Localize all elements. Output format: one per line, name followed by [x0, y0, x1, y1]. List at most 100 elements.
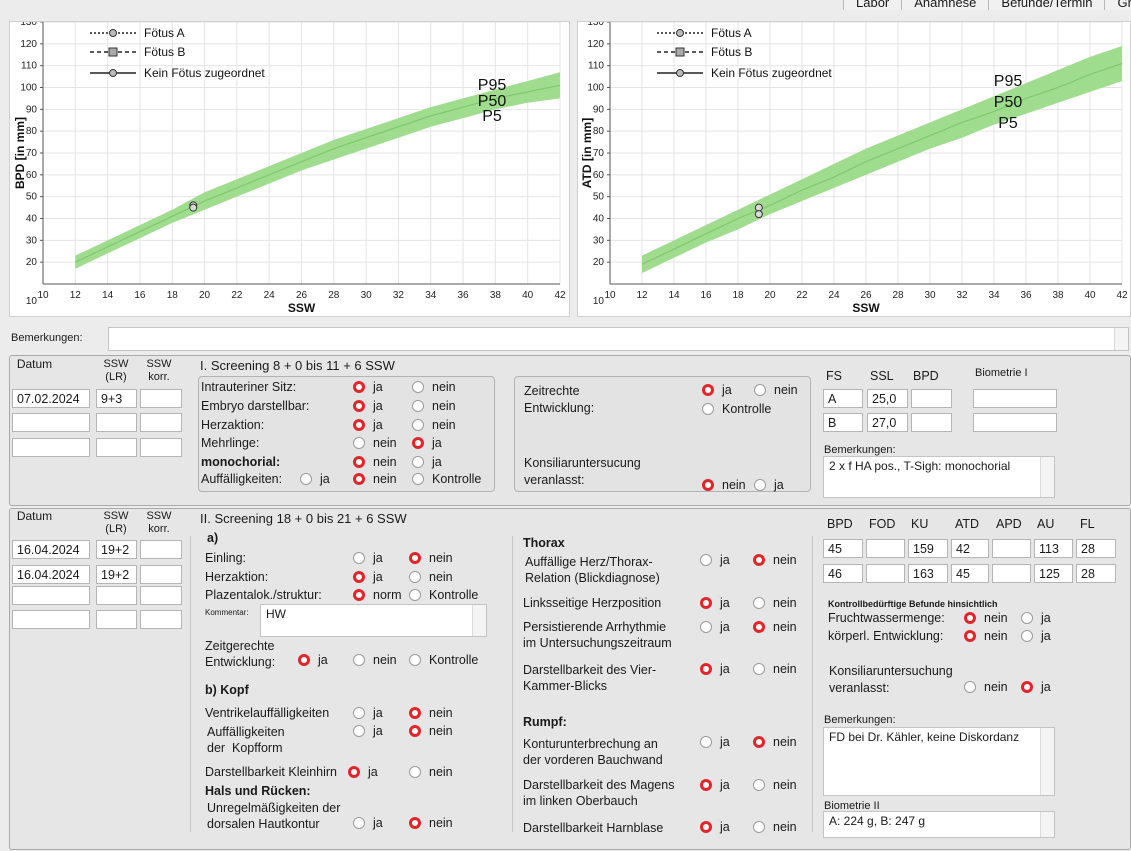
s2-bem-field[interactable]: FD bei Dr. Kähler, keine Diskordanz [823, 727, 1055, 796]
s2-ssw-input[interactable]: 19+2 [96, 565, 137, 584]
s2-magen-nein-radio[interactable] [753, 779, 765, 791]
s2-bio-input[interactable]: 28 [1076, 539, 1116, 558]
s2-vier-ja-radio[interactable] [700, 663, 712, 675]
s2-koerper-nein-radio[interactable] [964, 630, 976, 642]
s2-bio-input[interactable]: 163 [908, 564, 948, 583]
s2-bio-input[interactable]: 45 [951, 564, 989, 583]
s1-datum-input[interactable]: 07.02.2024 [12, 389, 90, 408]
s1-bio-input[interactable] [911, 413, 952, 432]
s2-bio-input[interactable] [866, 539, 905, 558]
s2-bio-input[interactable]: 113 [1034, 539, 1073, 558]
s1-embryo-ja-radio[interactable] [353, 400, 365, 412]
s2-ssw-input[interactable]: 19+2 [96, 540, 137, 559]
s1-sitz-ja-radio[interactable] [353, 381, 365, 393]
tab-labor[interactable]: Labor [843, 0, 902, 10]
s2-kontur-nein-radio[interactable] [753, 736, 765, 748]
s2-vier-nein-radio[interactable] [753, 663, 765, 675]
s1-konsil-nein-radio[interactable] [702, 479, 714, 491]
s2-bio-input[interactable]: 46 [823, 564, 863, 583]
s2-kontur-ja-radio[interactable] [700, 736, 712, 748]
s2-plaz-norm-radio[interactable] [353, 589, 365, 601]
s1-herz-nein-radio[interactable] [412, 419, 424, 431]
s2-harn-nein-radio[interactable] [753, 821, 765, 833]
s1-embryo-nein-radio[interactable] [412, 400, 424, 412]
s1-mono-nein-radio[interactable] [353, 456, 365, 468]
s2-bio-input[interactable]: 159 [908, 539, 948, 558]
s1-ssw-input[interactable] [96, 438, 137, 457]
s1-auff-nein-radio[interactable] [353, 473, 365, 485]
s2-datum-input[interactable] [12, 586, 90, 605]
s2-haut-ja-radio[interactable] [353, 817, 365, 829]
s2-bio-input[interactable] [992, 539, 1031, 558]
s2-koerper-ja-radio[interactable] [1021, 630, 1033, 642]
data-point[interactable] [754, 210, 763, 219]
s2-bio-input[interactable]: 125 [1034, 564, 1073, 583]
s1-zeit-nein-radio[interactable] [754, 384, 766, 396]
s1-zeit-ja-radio[interactable] [702, 384, 714, 396]
s2-harn-ja-radio[interactable] [700, 821, 712, 833]
s2-kommentar-field[interactable]: HW [260, 604, 487, 637]
s2-herzthorax-ja-radio[interactable] [700, 554, 712, 566]
s1-bio-extra-1[interactable] [973, 389, 1057, 408]
s2-ventr-ja-radio[interactable] [353, 707, 365, 719]
s1-datum-input[interactable] [12, 413, 90, 432]
s1-bio-input[interactable]: B [823, 413, 863, 432]
s1-mono-ja-radio[interactable] [412, 456, 424, 468]
tab-gr[interactable]: Gr [1104, 0, 1131, 10]
data-point[interactable] [754, 203, 763, 212]
s2-links-nein-radio[interactable] [753, 597, 765, 609]
s1-ssw-korr-input[interactable] [140, 413, 182, 432]
s2-kopfform-nein-radio[interactable] [409, 725, 421, 737]
s2-bio-input[interactable]: 42 [951, 539, 989, 558]
s2-ventr-nein-radio[interactable] [409, 707, 421, 719]
data-point[interactable] [189, 203, 198, 212]
s1-ssw-korr-input[interactable] [140, 389, 182, 408]
s2-frucht-nein-radio[interactable] [964, 612, 976, 624]
s1-datum-input[interactable] [12, 438, 90, 457]
tab-anamnese[interactable]: Anamnese [901, 0, 989, 10]
s2-bio2-field[interactable]: A: 224 g, B: 247 g [823, 811, 1055, 838]
s1-mehrlinge-ja-radio[interactable] [412, 437, 424, 449]
s2-arr-ja-radio[interactable] [700, 621, 712, 633]
s1-sitz-nein-radio[interactable] [412, 381, 424, 393]
s2-kopfform-ja-radio[interactable] [353, 725, 365, 737]
s2-herz-ja-radio[interactable] [353, 571, 365, 583]
s2-bio-input[interactable] [992, 564, 1031, 583]
s2-datum-input[interactable]: 16.04.2024 [12, 565, 90, 584]
s1-zeit-kontrolle-radio[interactable] [702, 403, 714, 415]
s2-klein-nein-radio[interactable] [409, 766, 421, 778]
s2-herz-nein-radio[interactable] [409, 571, 421, 583]
s2-ssw-korr-input[interactable] [140, 565, 182, 584]
s2-einling-nein-radio[interactable] [409, 552, 421, 564]
s2-bio-input[interactable] [866, 564, 905, 583]
s2-links-ja-radio[interactable] [700, 597, 712, 609]
s1-herz-ja-radio[interactable] [353, 419, 365, 431]
scrollbar[interactable] [1040, 812, 1054, 837]
s1-ssw-korr-input[interactable] [140, 438, 182, 457]
s2-ssw-input[interactable] [96, 610, 137, 629]
s1-auff-ja-radio[interactable] [300, 473, 312, 485]
s2-haut-nein-radio[interactable] [409, 817, 421, 829]
s2-ssw-input[interactable] [96, 586, 137, 605]
s2-zeit-nein-radio[interactable] [353, 654, 365, 666]
s2-zeit-kontrolle-radio[interactable] [409, 654, 421, 666]
s2-datum-input[interactable]: 16.04.2024 [12, 540, 90, 559]
s2-herzthorax-nein-radio[interactable] [753, 554, 765, 566]
s1-bio-extra-2[interactable] [973, 413, 1057, 432]
s1-bem-field[interactable]: 2 x f HA pos., T-Sigh: monochorial [823, 456, 1055, 498]
scrollbar[interactable] [472, 605, 486, 636]
scrollbar[interactable] [1114, 328, 1128, 350]
scrollbar[interactable] [1040, 457, 1054, 497]
s1-bio-input[interactable] [911, 389, 952, 408]
s2-einling-ja-radio[interactable] [353, 552, 365, 564]
s2-ssw-korr-input[interactable] [140, 610, 182, 629]
s2-arr-nein-radio[interactable] [753, 621, 765, 633]
s1-mehrlinge-nein-radio[interactable] [353, 437, 365, 449]
bemerkungen-field[interactable] [108, 327, 1129, 351]
s2-ssw-korr-input[interactable] [140, 540, 182, 559]
s2-magen-ja-radio[interactable] [700, 779, 712, 791]
s1-bio-input[interactable]: 25,0 [867, 389, 908, 408]
scrollbar[interactable] [1040, 728, 1054, 795]
s1-bio-input[interactable]: 27,0 [867, 413, 908, 432]
tab-befunde-termin[interactable]: Befunde/Termin [988, 0, 1105, 10]
